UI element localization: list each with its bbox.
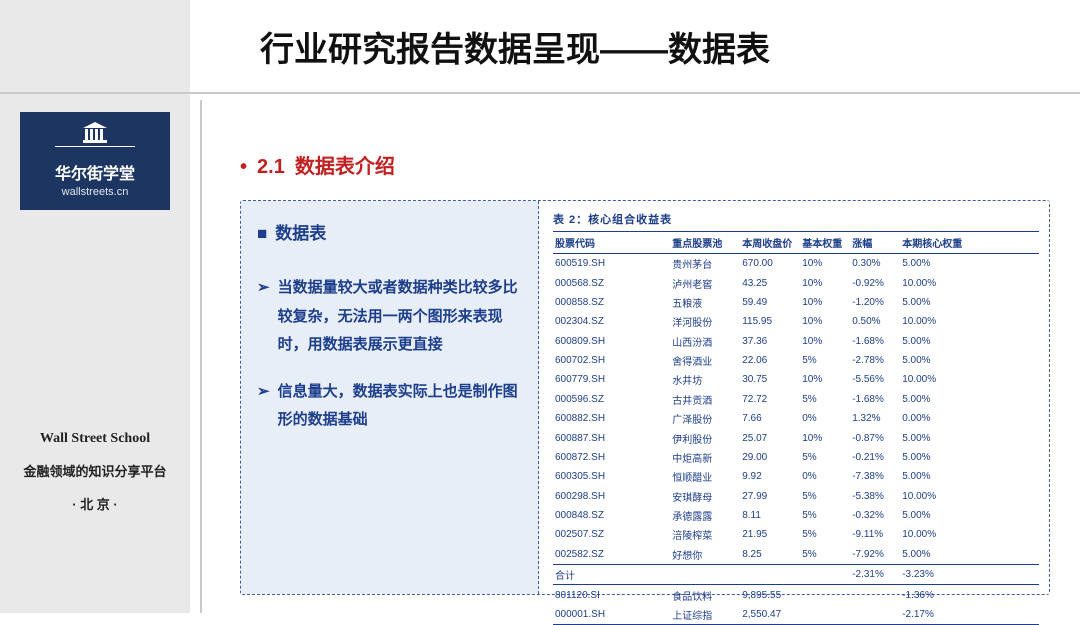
table-row: 600887.SH伊利股份25.0710%-0.87%5.00% (553, 428, 1039, 447)
table-row: 600305.SH恒顺醋业9.920%-7.38%5.00% (553, 467, 1039, 486)
table-row: 002582.SZ好想你8.255%-7.92%5.00% (553, 545, 1039, 565)
table-row: 000001.SH上证综指2,550.47-2.17% (553, 605, 1039, 625)
left-panel-heading: 数据表 (257, 219, 522, 244)
table-row: 002304.SZ洋河股份115.9510%0.50%10.00% (553, 312, 1039, 331)
table-row: 002507.SZ涪陵榨菜21.955%-9.11%10.00% (553, 525, 1039, 544)
table-row: 600519.SH贵州茅台670.0010%0.30%5.00% (553, 254, 1039, 274)
left-panel: 数据表 ➢当数据量较大或者数据种类比较多比较复杂，无法用一两个图形来表现时，用数… (241, 201, 539, 594)
table-row: 000848.SZ承德露露8.115%-0.32%5.00% (553, 506, 1039, 525)
table-header: 基本权重 (800, 232, 850, 254)
table-row: 600882.SH广泽股份7.660%1.32%0.00% (553, 409, 1039, 428)
table-row: 600702.SH舍得酒业22.065%-2.78%5.00% (553, 351, 1039, 370)
right-panel: 表 2：核心组合收益表 股票代码重点股票池本周收盘价基本权重涨幅本期核心权重 6… (539, 201, 1049, 594)
horizontal-divider (0, 92, 1080, 94)
logo-icon (28, 122, 162, 156)
sidebar-footer-en: Wall Street School (0, 431, 190, 447)
table-header: 本期核心权重 (900, 232, 1039, 254)
content-box: 数据表 ➢当数据量较大或者数据种类比较多比较复杂，无法用一两个图形来表现时，用数… (240, 200, 1050, 595)
table-row: 合计-2.31%-3.23% (553, 565, 1039, 585)
table-caption: 表 2：核心组合收益表 (553, 211, 1039, 227)
table-row: 801120.SI食品饮料9,895.55-1.36% (553, 585, 1039, 605)
left-panel-item: ➢当数据量较大或者数据种类比较多比较复杂，无法用一两个图形来表现时，用数据表展示… (257, 274, 522, 360)
table-row: 000568.SZ泸州老窖43.2510%-0.92%10.00% (553, 273, 1039, 292)
table-header: 股票代码 (553, 232, 670, 254)
table-row: 000858.SZ五粮液59.4910%-1.20%5.00% (553, 293, 1039, 312)
table-row: 600872.SH中炬高新29.005%-0.21%5.00% (553, 448, 1039, 467)
table-header: 本周收盘价 (740, 232, 800, 254)
sidebar-footer-tagline: 金融领域的知识分享平台 (0, 461, 190, 480)
table-row: 600809.SH山西汾酒37.3610%-1.68%5.00% (553, 332, 1039, 351)
table-row: 600779.SH水井坊30.7510%-5.56%10.00% (553, 370, 1039, 389)
left-panel-item: ➢信息量大，数据表实际上也是制作图形的数据基础 (257, 378, 522, 435)
data-table: 股票代码重点股票池本周收盘价基本权重涨幅本期核心权重 600519.SH贵州茅台… (553, 231, 1039, 625)
table-header: 重点股票池 (670, 232, 740, 254)
logo-text-en: wallstreets.cn (28, 186, 162, 198)
vertical-divider (200, 100, 202, 613)
table-row: 000596.SZ古井贡酒72.725%-1.68%5.00% (553, 390, 1039, 409)
table-header: 涨幅 (850, 232, 900, 254)
section-heading: •2.1数据表介绍 (240, 150, 395, 179)
sidebar-footer: Wall Street School 金融领域的知识分享平台 · 北 京 · (0, 431, 190, 513)
logo-text-zh: 华尔街学堂 (28, 160, 162, 184)
page-title: 行业研究报告数据呈现——数据表 (260, 22, 770, 71)
table-row: 600298.SH安琪酵母27.995%-5.38%10.00% (553, 487, 1039, 506)
logo-block: 华尔街学堂 wallstreets.cn (20, 112, 170, 210)
sidebar-footer-city: · 北 京 · (0, 494, 190, 513)
